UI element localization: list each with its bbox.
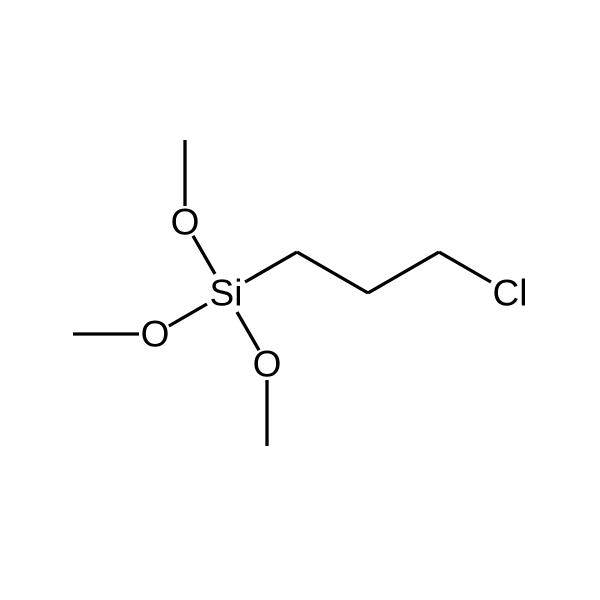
bond	[245, 252, 297, 282]
bond	[368, 252, 439, 293]
molecule-diagram: Si Cl O O O	[0, 0, 600, 600]
atom-label-cl: Cl	[493, 273, 528, 314]
bond	[169, 304, 207, 326]
atom-label-si: Si	[210, 273, 243, 314]
atom-label-o: O	[171, 202, 200, 243]
bond	[439, 252, 491, 282]
bond	[297, 252, 368, 293]
atom-label-o: O	[253, 344, 282, 385]
atom-label-o: O	[141, 314, 170, 355]
